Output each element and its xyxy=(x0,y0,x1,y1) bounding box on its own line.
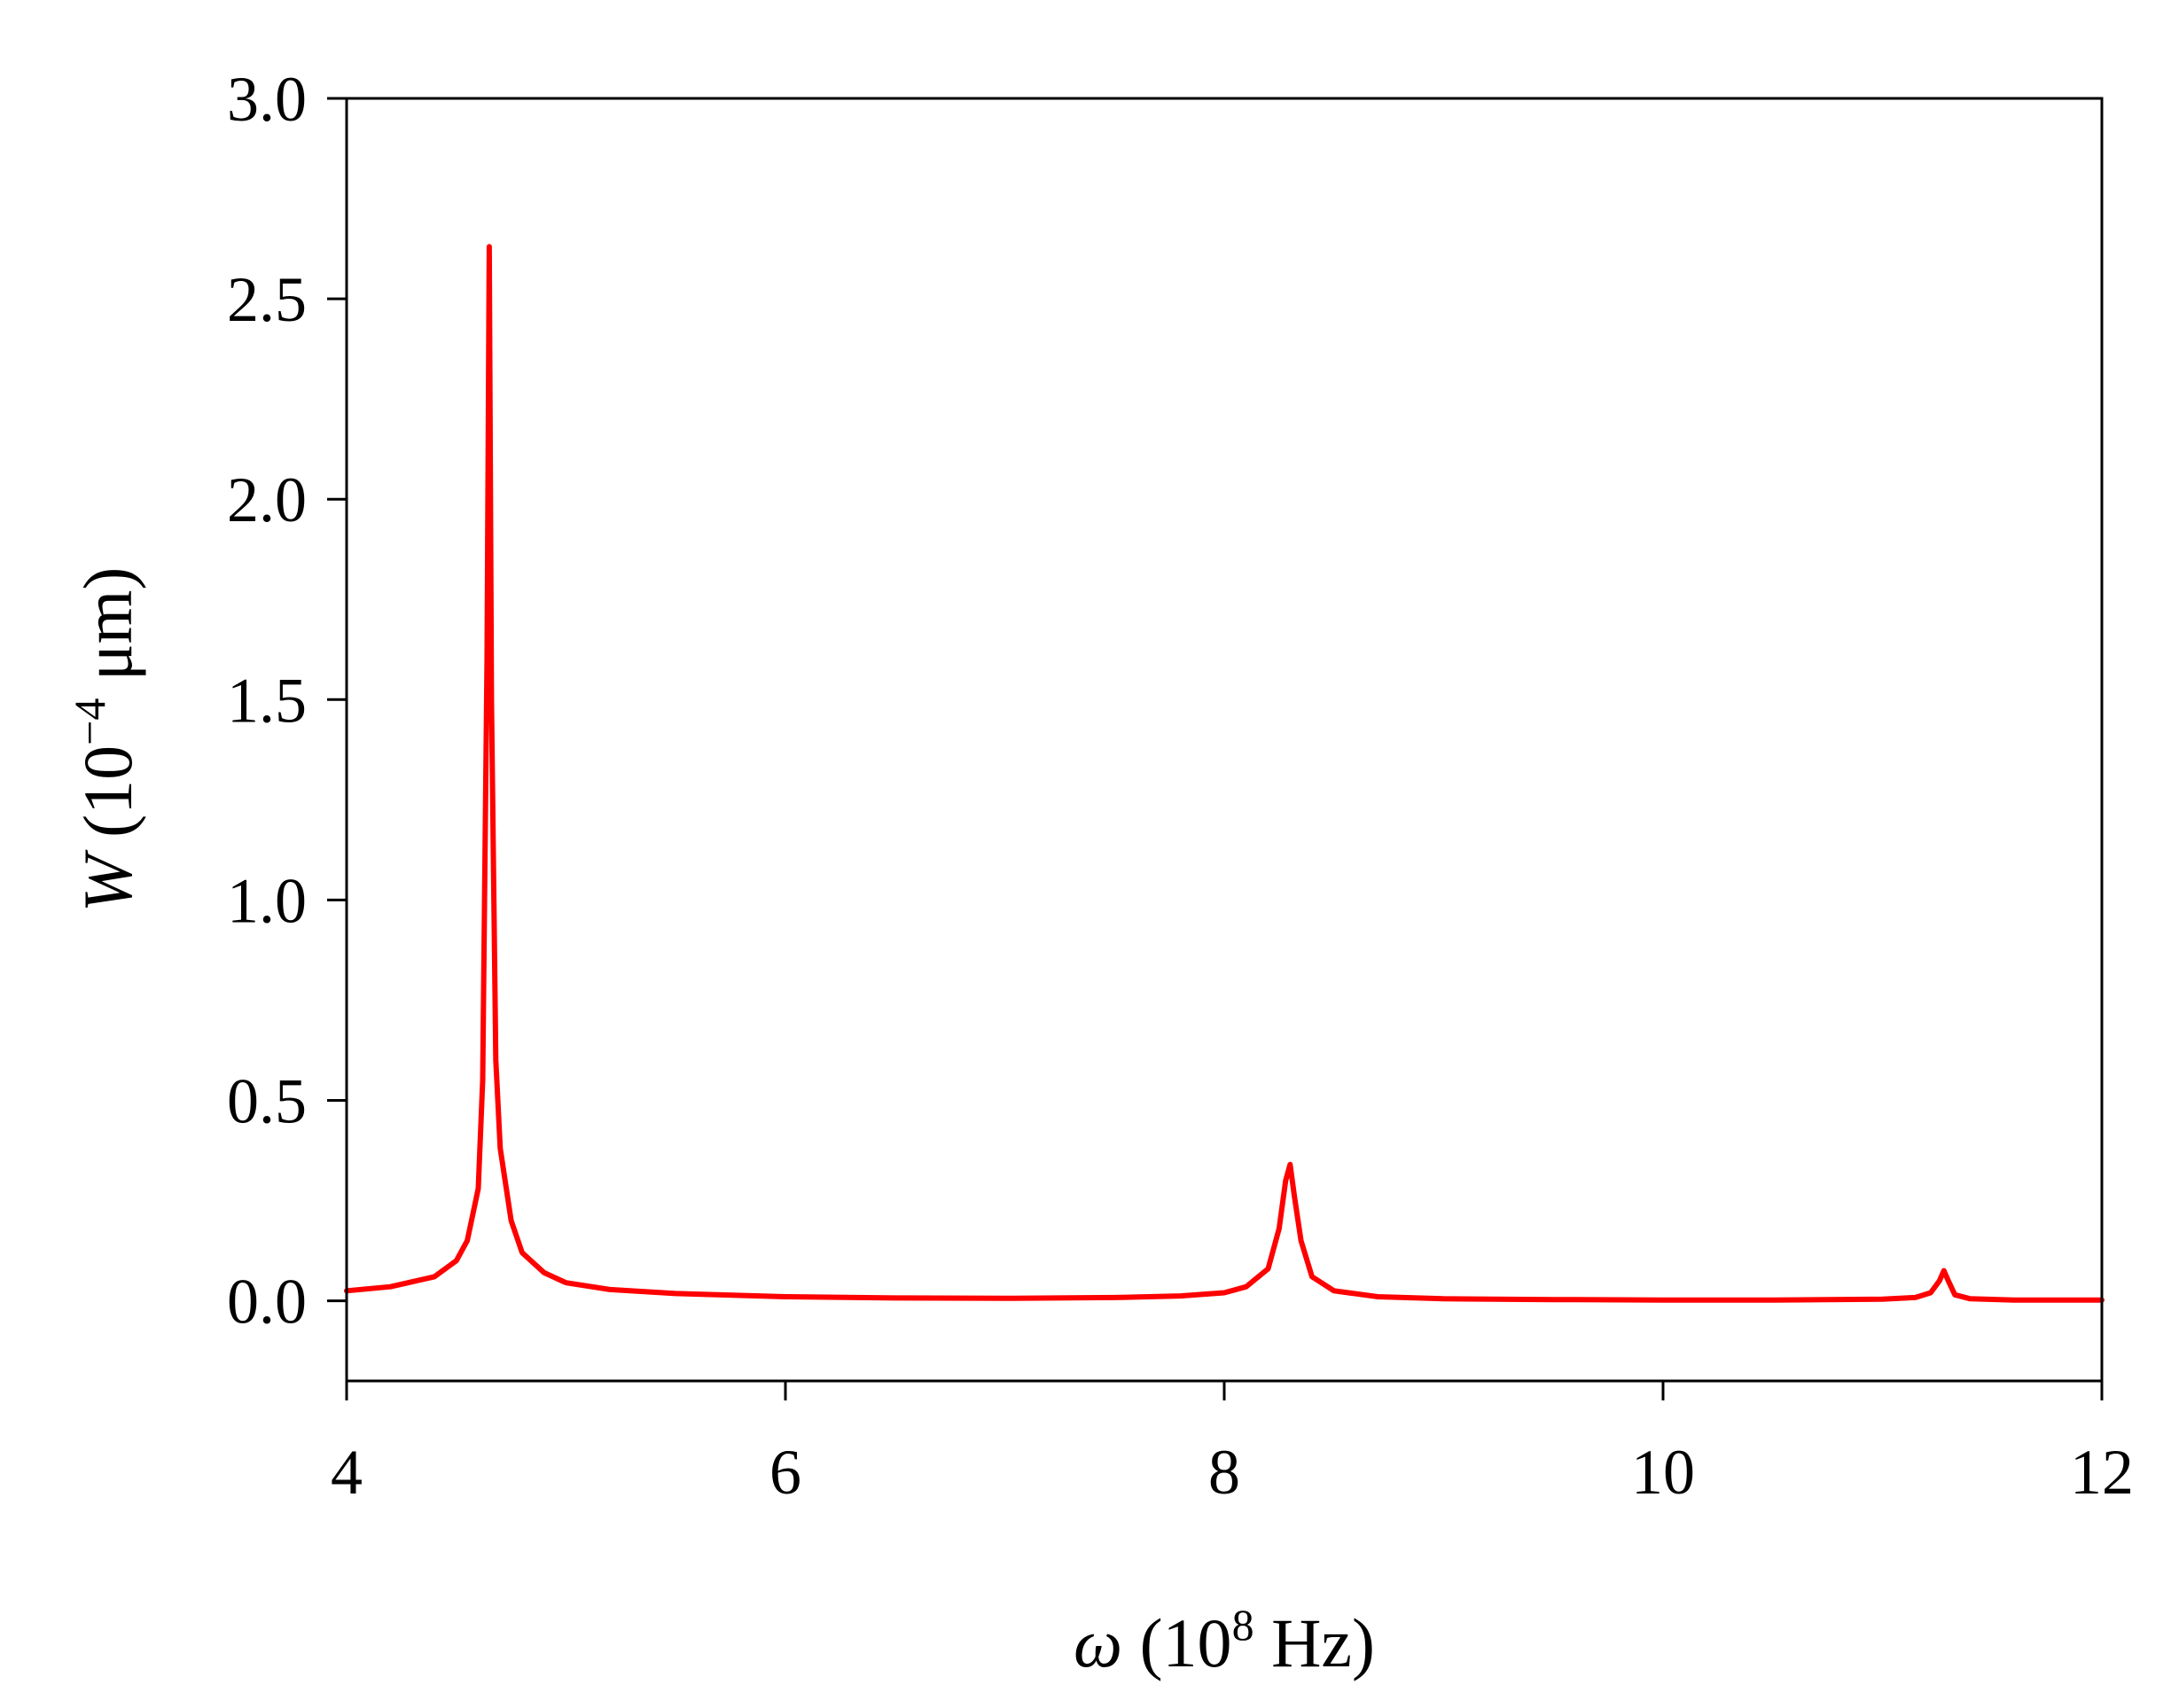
x-axis-unit-close: Hz) xyxy=(1254,1604,1375,1681)
y-tick-label: 1.5 xyxy=(227,665,307,736)
y-tick-label: 2.5 xyxy=(227,264,307,335)
x-tick-label: 8 xyxy=(1208,1437,1240,1508)
y-tick-label: 0.5 xyxy=(227,1065,307,1136)
x-axis-ticks: 4 6 8 10 12 xyxy=(331,1381,2134,1508)
y-tick-label: 2.0 xyxy=(227,464,307,535)
y-axis-ticks: 0.0 0.5 1.0 1.5 2.0 2.5 3.0 xyxy=(227,64,347,1338)
x-axis-symbol: ω xyxy=(1074,1604,1122,1681)
y-axis-unit-open: (10 xyxy=(69,745,146,854)
y-axis-title: W (10−4 μm) xyxy=(65,567,146,913)
y-axis-unit-close: μm) xyxy=(69,567,146,698)
y-tick-label: 1.0 xyxy=(227,865,307,936)
x-tick-label: 10 xyxy=(1631,1437,1695,1508)
y-tick-label: 3.0 xyxy=(227,64,307,135)
y-axis-unit-exponent: −4 xyxy=(65,698,114,745)
x-tick-label: 6 xyxy=(769,1437,801,1508)
x-tick-label: 4 xyxy=(331,1437,363,1508)
y-axis-symbol: W xyxy=(69,849,146,912)
x-tick-label: 12 xyxy=(2070,1437,2134,1508)
y-tick-label: 0.0 xyxy=(227,1267,307,1338)
series-line-w xyxy=(344,244,2105,1303)
x-axis-unit-open: (10 xyxy=(1122,1604,1231,1681)
x-axis-unit-exponent: 8 xyxy=(1232,1600,1254,1650)
plot-area xyxy=(344,244,2105,1303)
x-axis-title: ω (108 Hz) xyxy=(1074,1600,1375,1681)
